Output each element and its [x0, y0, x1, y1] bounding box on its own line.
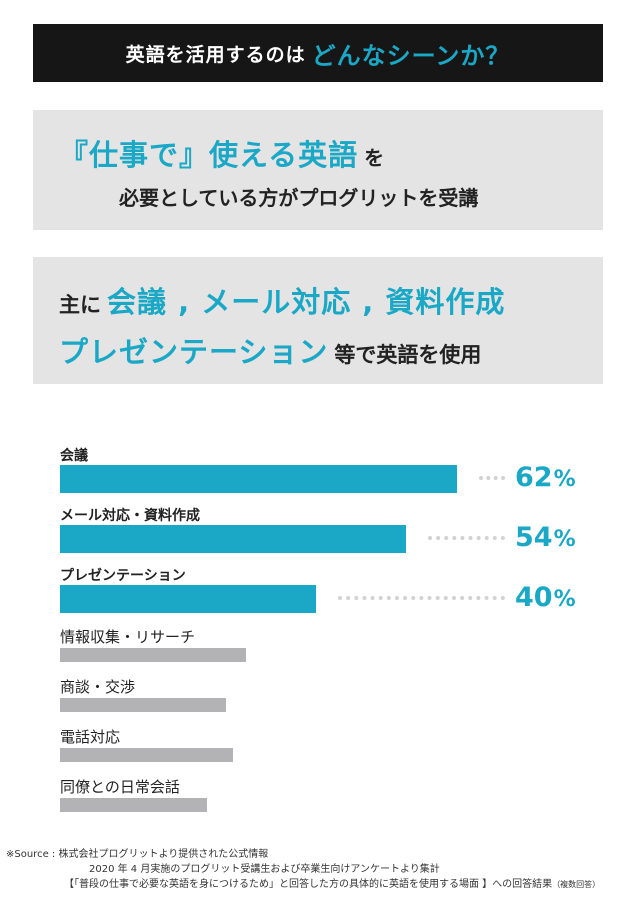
value-label: 40%: [515, 582, 585, 613]
bar: [60, 798, 207, 812]
source-line-2: 2020 年 4 月実施のプログリット受講生および卒業生向けアンケートより集計: [89, 864, 440, 875]
value-number: 40: [515, 582, 553, 613]
category-label: 電話対応: [60, 728, 121, 746]
value-unit: %: [553, 587, 576, 612]
bar: [60, 585, 316, 613]
category-label: 情報収集・リサーチ: [60, 628, 196, 646]
bar: [60, 648, 246, 662]
usage-line-2: プレゼンテーション 等で英語を使用: [59, 329, 481, 371]
usage-prefix: 主に: [59, 293, 101, 317]
callout-box-usage: 主に 会議 , メール対応 , 資料作成 プレゼンテーション 等で英語を使用: [33, 257, 603, 384]
callout-highlight: 『仕事で』使える英語: [59, 138, 359, 172]
value-unit: %: [553, 467, 576, 492]
source-line-3: 【「普段の仕事で必要な英語を身につけるため」と回答した方の具体的に英語を使用する…: [6, 877, 600, 892]
leader-dots: [428, 536, 505, 540]
bar: [60, 698, 226, 712]
value-label: 62%: [515, 462, 585, 493]
leader-dots: [479, 476, 505, 480]
usage-suffix: 等で英語を使用: [334, 343, 482, 367]
source-line-3-tiny: （複数回答）: [552, 880, 601, 889]
category-label: メール対応・資料作成: [60, 508, 200, 524]
source-note: ※Source : 株式会社プログリットより提供された公式情報 2020 年 4…: [6, 847, 600, 892]
category-label: プレゼンテーション: [60, 568, 186, 584]
usage-line-1: 主に 会議 , メール対応 , 資料作成: [59, 279, 505, 321]
source-line-3-text: 【「普段の仕事で必要な英語を身につけるため」と回答した方の具体的に英語を使用する…: [64, 879, 553, 890]
usage-highlight-2: プレゼンテーション: [59, 335, 329, 369]
bar: [60, 525, 406, 553]
bar: [60, 465, 457, 493]
category-label: 商談・交渉: [60, 678, 136, 696]
value-label: 54%: [515, 522, 585, 553]
source-line-1: ※Source : 株式会社プログリットより提供された公式情報: [6, 849, 269, 860]
category-label: 会議: [60, 448, 88, 464]
callout-line-2: 必要としている方がプログリットを受講: [119, 186, 479, 210]
category-label: 同僚との日常会話: [60, 778, 180, 796]
leader-dots: [338, 596, 505, 600]
callout-box-work-english: 『仕事で』使える英語を 必要としている方がプログリットを受講: [33, 110, 603, 230]
value-number: 54: [515, 522, 553, 553]
banner-prefix: 英語を活用するのは: [125, 43, 306, 66]
value-number: 62: [515, 462, 553, 493]
header-banner: 英語を活用するのは どんなシーンか？: [33, 24, 603, 82]
usage-bar-chart: 会議 62% メール対応・資料作成 54% プレゼンテーション 40% 情報収集・リサーチ商…: [0, 430, 637, 820]
callout-line-1: 『仕事で』使える英語を: [59, 132, 384, 174]
bar: [60, 748, 233, 762]
banner-highlight: どんなシーンか？: [311, 41, 511, 70]
callout-particle: を: [364, 146, 385, 170]
usage-highlight-1: 会議 , メール対応 , 資料作成: [107, 285, 506, 319]
value-unit: %: [553, 527, 576, 552]
